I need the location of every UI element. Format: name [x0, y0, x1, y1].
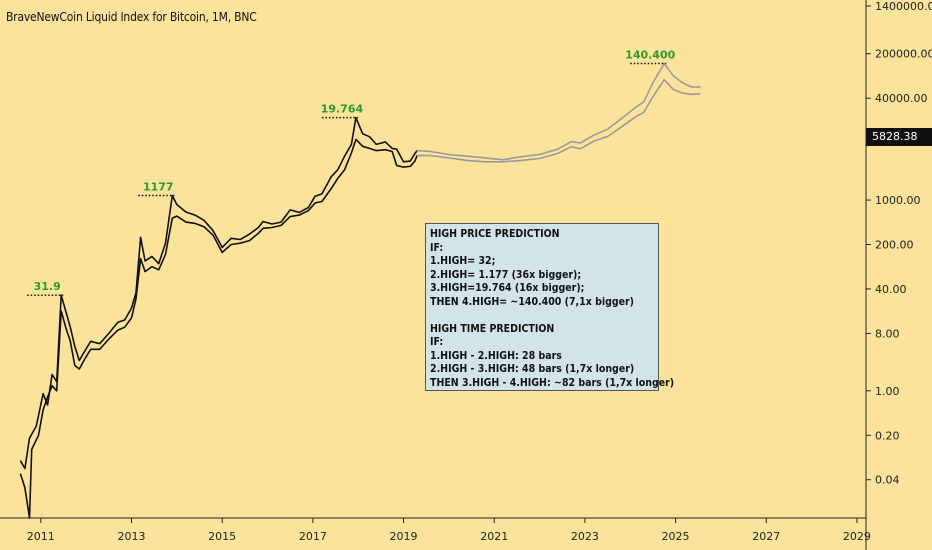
x-tick-label: 2025: [662, 530, 690, 543]
price-line: IF:: [430, 241, 444, 254]
peak-label: 140.400: [625, 49, 675, 62]
x-tick-label: 2015: [208, 530, 236, 543]
y-tick-label: 40.00: [875, 283, 907, 296]
time-line: IF:: [430, 336, 444, 348]
y-tick-label: 1400000.00: [875, 0, 932, 13]
price-line: THEN 4.HIGH= ~140.400 (7,1x bigger): [430, 295, 635, 308]
x-tick-label: 2029: [843, 530, 871, 543]
time-line: 1.HIGH - 2.HIGH: 28 bars: [430, 349, 562, 362]
y-tick-label: 0.04: [875, 474, 900, 487]
price-line: 1.HIGH= 32;: [430, 255, 496, 267]
current-price-tag: 5828.38: [866, 128, 932, 146]
prediction-note: HIGH PRICE PREDICTION IF: 1.HIGH= 32; 2.HIG…: [425, 223, 675, 391]
chart-series: [19, 62, 701, 519]
time-line: HIGH TIME PREDICTION: [430, 322, 555, 335]
price-line: HIGH PRICE PREDICTION: [430, 228, 560, 240]
series-projection-lower: [417, 78, 701, 163]
price-line: 3.HIGH=19.764 (16x bigger);: [430, 282, 585, 294]
y-tick-label: 40000.00: [875, 92, 928, 105]
high-price-prediction-block: HIGH PRICE PREDICTION IF: 1.HIGH= 32; 2.HIG…: [430, 228, 654, 309]
x-tick-label: 2011: [27, 530, 55, 543]
x-tick-label: 2021: [480, 530, 508, 543]
chart-title: BraveNewCoin Liquid Index for Bitcoin, 1…: [6, 10, 257, 24]
x-tick-label: 2017: [299, 530, 327, 543]
y-tick-label: 1000.00: [875, 194, 921, 207]
series-historical-low: [19, 138, 418, 519]
price-line: 2.HIGH= 1.177 (36x bigger);: [430, 268, 582, 281]
x-tick-label: 2019: [390, 530, 418, 543]
peak-label: 1177: [143, 181, 174, 194]
time-line: 2.HIGH - 3.HIGH: 48 bars (1,7x longer): [430, 363, 635, 375]
y-tick-label: 1.00: [875, 385, 900, 398]
x-tick-label: 2027: [752, 530, 780, 543]
x-tick-label: 2023: [571, 530, 599, 543]
series-historical-high: [19, 116, 418, 470]
peak-label: 19.764: [321, 103, 364, 116]
peak-labels: 31.9 1177 19.764 140.400: [27, 49, 676, 296]
series-projection-upper: [417, 62, 701, 161]
y-tick-label: 200.00: [875, 239, 914, 252]
y-tick-label: 0.20: [875, 429, 900, 442]
y-tick-label: 200000.00: [875, 48, 932, 61]
peak-label: 31.9: [34, 280, 61, 293]
x-tick-label: 2013: [117, 530, 145, 543]
high-time-prediction-block: HIGH TIME PREDICTION IF: 1.HIGH - 2.HIGH: …: [430, 322, 675, 391]
time-line: THEN 3.HIGH - 4.HIGH: ~82 bars (1,7x lon…: [430, 376, 675, 389]
y-tick-label: 8.00: [875, 327, 900, 340]
